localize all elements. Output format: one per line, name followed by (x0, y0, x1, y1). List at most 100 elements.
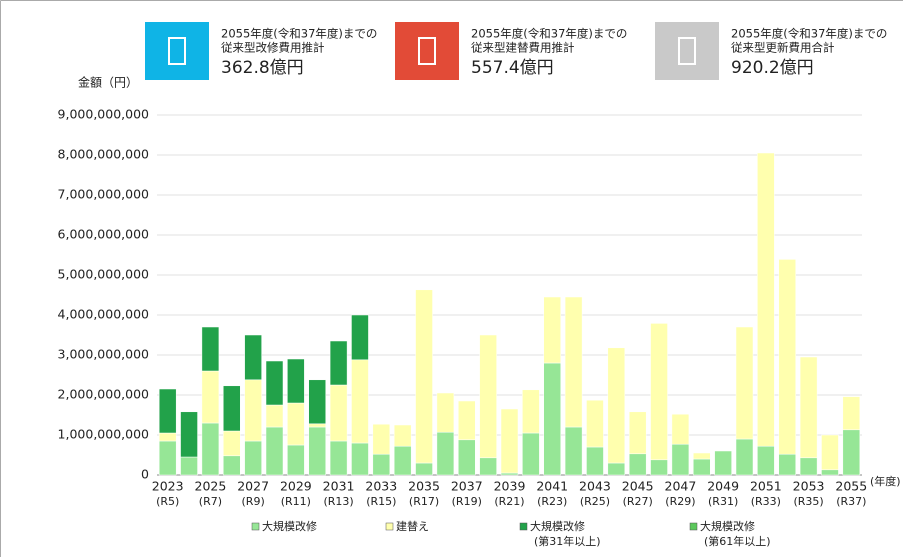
x-tick-sublabel: (R23) (537, 495, 567, 508)
x-tick-label: 2035 (408, 479, 440, 494)
bar-segment (735, 438, 754, 476)
legend-swatch (385, 522, 394, 531)
x-tick-sublabel: (R33) (751, 495, 781, 508)
bar-segment (522, 389, 540, 434)
y-tick-label: 9,000,000,000 (58, 107, 149, 122)
bar-segment (500, 408, 519, 474)
bar-segment (778, 453, 796, 476)
bar-segment (842, 396, 861, 431)
bar-segment (415, 462, 433, 476)
bar-segment (265, 426, 284, 476)
legend-label: 建替え (396, 519, 429, 533)
x-tick-sublabel: (R21) (494, 495, 524, 508)
card-line1: 2055年度(令和37年度)までの (471, 27, 627, 41)
bar-segment (244, 440, 262, 476)
x-tick-sublabel: (R17) (409, 495, 439, 508)
bar-segment (287, 402, 305, 446)
legend-swatch (519, 522, 528, 531)
bar-segment (223, 430, 241, 457)
bar-segment (372, 423, 391, 455)
x-tick-sublabel: (R35) (793, 495, 823, 508)
y-tick-label: 5,000,000,000 (58, 267, 149, 282)
card-icon (418, 37, 436, 65)
legend-label: 大規模改修(第61年以上) (700, 519, 771, 548)
x-tick-sublabel: (R19) (452, 495, 482, 508)
x-tick-sublabel: (R7) (199, 495, 222, 508)
bar-segment (586, 399, 604, 448)
y-tick-label: 3,000,000,000 (58, 347, 149, 362)
x-tick-label: 2047 (665, 479, 697, 494)
bar-segment (415, 289, 433, 464)
x-tick-label: 2051 (750, 479, 782, 494)
bar-segment (650, 323, 668, 461)
bar-segment (564, 296, 583, 428)
x-tick-label: 2037 (451, 479, 483, 494)
x-unit: (年度) (870, 474, 901, 488)
card-line1: 2055年度(令和37年度)までの (731, 27, 887, 41)
bar-segment (329, 440, 348, 476)
bar-segment (287, 444, 305, 476)
bar-segment (308, 423, 326, 428)
bar-segment (693, 458, 711, 476)
bar-segment (479, 334, 497, 459)
bar-segment (778, 259, 796, 455)
bar-segment (543, 362, 561, 476)
bar-segment (158, 432, 177, 442)
x-tick-label: 2041 (536, 479, 568, 494)
bar-segment (329, 340, 348, 386)
bar-segment (757, 152, 775, 447)
x-tick-sublabel: (R15) (366, 495, 396, 508)
bar-segment (158, 388, 177, 434)
bar-segment (799, 457, 818, 476)
bar-segment (393, 424, 412, 447)
bar-segment (393, 445, 412, 476)
bar-segment (201, 422, 220, 476)
bar-segment (735, 326, 754, 440)
card-icon-bg (145, 22, 209, 80)
bar-segment (180, 411, 198, 458)
bar-segment (479, 457, 497, 476)
y-tick-label: 2,000,000,000 (58, 387, 149, 402)
bar-segment (628, 453, 647, 476)
bar-segment (351, 442, 369, 476)
bar-segment (757, 445, 775, 476)
bar-segment (607, 462, 626, 476)
bar-segment (543, 296, 561, 364)
bar-segment (372, 453, 391, 476)
bar-segment (842, 429, 861, 476)
y-tick-label: 6,000,000,000 (58, 227, 149, 242)
bar-segment (265, 404, 284, 428)
y-tick-label: 1,000,000,000 (58, 427, 149, 442)
card-icon (168, 37, 186, 65)
x-tick-sublabel: (R27) (623, 495, 653, 508)
y-tick-label: 4,000,000,000 (58, 307, 149, 322)
card-line2: 従来型建替費用推計 (471, 41, 575, 55)
bar-segment (564, 426, 583, 476)
bar-segment (180, 456, 198, 476)
bar-segment (158, 440, 177, 476)
bar-segment (265, 360, 284, 406)
bar-segment (308, 379, 326, 425)
card-icon-bg (655, 22, 719, 80)
bar-segment (244, 334, 262, 381)
y-tick-label: 7,000,000,000 (58, 187, 149, 202)
bar-segment (351, 359, 369, 444)
x-tick-sublabel: (R9) (242, 495, 265, 508)
legend-label: 大規模改修 (262, 519, 317, 533)
bar-segment (693, 452, 711, 460)
bar-segment (522, 432, 540, 476)
bar-segment (287, 358, 305, 404)
bar-segment (201, 370, 220, 424)
bar-segment (671, 443, 690, 476)
y-tick-label: 8,000,000,000 (58, 147, 149, 162)
bar-segment (458, 400, 476, 441)
card-amount: 362.8億円 (221, 58, 304, 78)
bar-segment (607, 347, 626, 464)
bar-segment (436, 431, 455, 476)
bar-segment (223, 455, 241, 476)
card-amount: 557.4億円 (471, 58, 554, 78)
x-tick-sublabel: (R29) (665, 495, 695, 508)
bar-segment (714, 450, 732, 476)
x-tick-label: 2029 (280, 479, 312, 494)
